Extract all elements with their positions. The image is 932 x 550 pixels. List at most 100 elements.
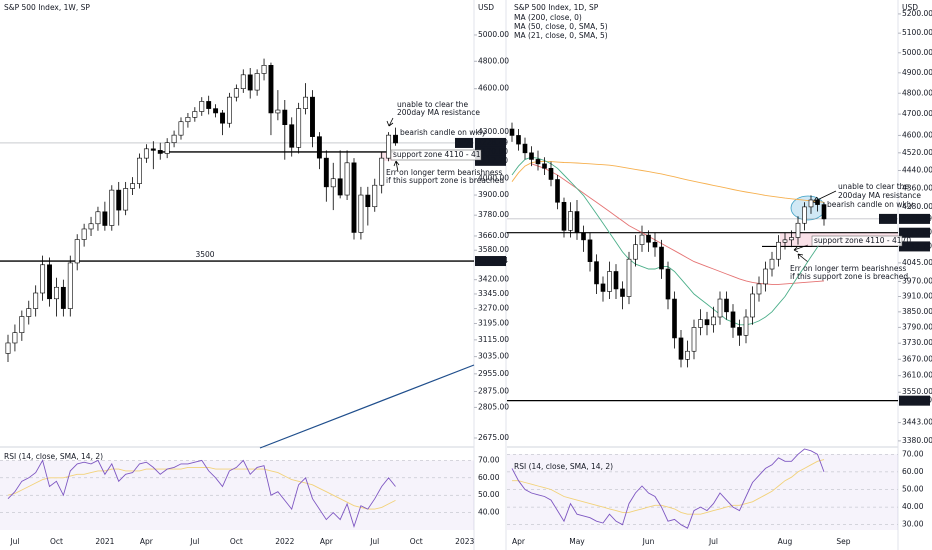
candle-body [717,298,723,318]
candle-body [535,159,541,165]
candle-body [756,283,762,295]
candle-body [613,271,619,290]
candle-body [594,261,599,285]
rsi-tick-label: 60.00 [902,467,924,476]
candle-body [789,237,794,241]
price-box [475,137,506,148]
y-tick-label: 2675.00 [478,433,509,442]
y-tick-label: 4900.00 [902,68,932,77]
y-tick-label: 3270.00 [478,304,509,313]
candle-body [704,319,710,326]
candle-body [633,244,638,260]
y-tick-label: 4440.00 [902,166,932,175]
candle-body [574,211,580,234]
candle-body [711,316,716,326]
rsi-tick-label: 30.00 [902,520,924,529]
y-tick-label: 5100.00 [902,28,932,37]
candle-body [393,134,398,144]
y-tick-label: 3790.00 [902,322,932,331]
candle-body [323,157,329,188]
candle-body [123,188,129,211]
price-box [899,241,930,252]
y-tick-label: 3550.00 [902,387,932,396]
candle-body [685,350,690,360]
annotation: unable to clear the [397,100,468,109]
candle-body [639,234,645,245]
price-label: 4112.70 [901,241,932,250]
candle-body [206,101,212,109]
rsi-band [507,454,898,530]
rsi-tick-label: 70.00 [902,449,924,458]
candle-body [316,136,322,159]
candle-body [247,74,253,91]
candle-body [275,109,281,114]
candle-body [581,232,586,241]
candle-body [130,183,136,189]
candle-body [157,150,163,154]
y-tick-label: 3115.00 [478,335,509,344]
y-tick-label: 4520.00 [902,148,932,157]
symbol-box [879,213,897,224]
ma-line [531,163,825,285]
candle-body [116,189,122,211]
candle-body [561,201,567,231]
y-tick-label: 5000.00 [902,48,932,57]
y-tick-label: 4600.00 [902,130,932,139]
candle-body [261,65,267,74]
price-box [475,256,506,267]
candle-body [137,157,142,184]
annotation: 3500 [195,250,214,259]
y-tick-label: 3345.00 [478,289,509,298]
y-tick-label: 4600.00 [478,84,509,93]
rsi-tick-label: 40.00 [902,502,924,511]
chart-title: S&P 500 Index, 1W, SP [4,3,90,12]
candle-body [226,96,232,124]
candle-body [102,211,108,226]
price-box [899,395,930,406]
rsi-line [512,459,825,515]
candle-body [268,65,274,114]
y-tick-label: 4045.00 [902,258,932,267]
candle-body [40,264,46,294]
candle-body [192,111,198,118]
legend-entry: MA (200, close, 0) [514,13,582,22]
candle-body [815,199,820,205]
candle-body [802,206,807,224]
y-tick-label: 4800.00 [478,56,509,65]
y-tick-label: 3970.00 [902,276,932,285]
annotation: bearish candle on wkly [827,200,914,209]
candle-body [626,258,632,297]
y-tick-label: 3670.00 [902,354,932,363]
arrow [797,253,809,263]
x-tick-label: 2023 [455,537,474,546]
candle-body [795,222,801,238]
y-tick-label: 4800.00 [902,88,932,97]
price-box [475,155,506,166]
y-tick-label: 4300.00 [478,127,509,136]
x-tick-label: Jul [708,537,718,546]
candle-body [750,293,755,318]
candle-body [386,134,392,159]
candle-body [672,298,677,339]
candle-body [769,258,775,270]
x-tick-label: Jul [9,537,19,546]
candle-body [254,73,260,91]
candle-body [296,108,302,148]
candle-body [587,239,593,262]
price-box [899,213,930,224]
symbol-label: SPX [881,214,895,223]
candle-body [303,96,309,109]
candle-body [185,117,191,123]
candle-body [53,286,59,300]
candle-body [289,124,295,148]
candle-body [678,337,684,360]
candle-body [26,308,32,317]
candle-body [821,204,827,220]
candle-body [652,241,658,248]
candle-body [351,162,357,233]
y-tick-label: 3580.00 [478,245,509,254]
rsi-tick-label: 50.00 [478,490,500,499]
candle-body [646,234,651,243]
